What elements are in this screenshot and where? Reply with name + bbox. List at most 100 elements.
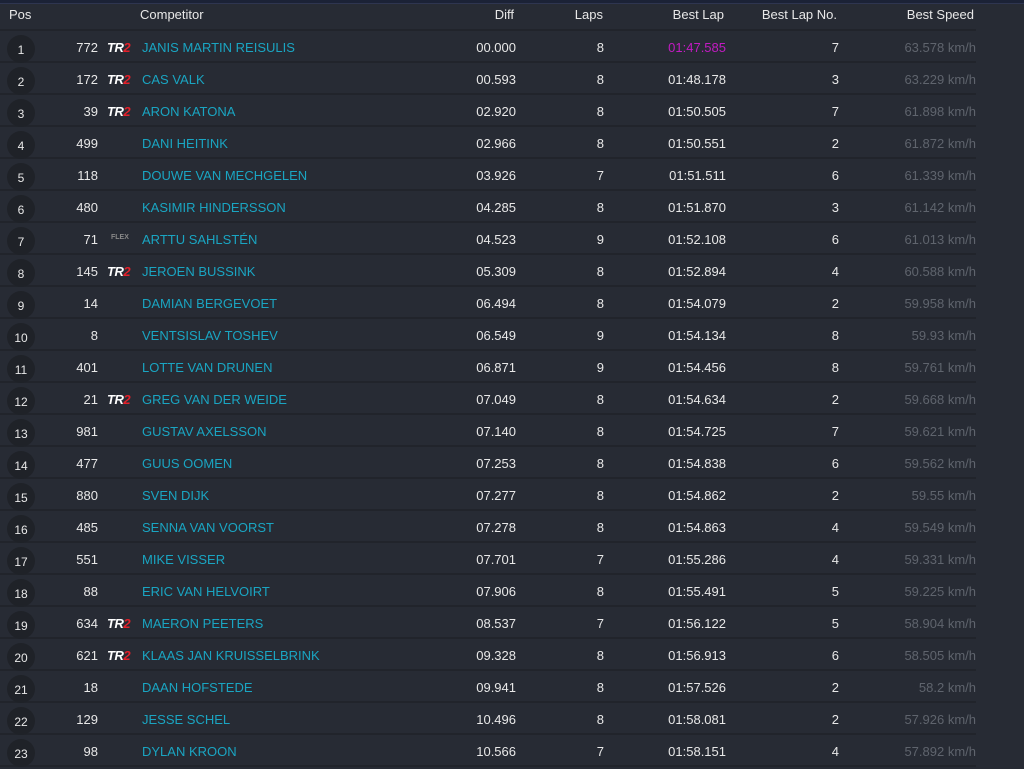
tr2-logo-icon: TR2 <box>107 264 131 279</box>
competitor-name[interactable]: SENNA VAN VOORST <box>142 520 274 535</box>
best-speed-value: 61.142 km/h <box>904 200 976 215</box>
competitor-name[interactable]: KLAAS JAN KRUISSELBRINK <box>142 648 320 663</box>
header-pos[interactable]: Pos <box>9 7 32 22</box>
position-badge: 22 <box>7 707 35 735</box>
competitor-name[interactable]: DANI HEITINK <box>142 136 228 151</box>
table-row[interactable]: 11 401 LOTTE VAN DRUNEN 06.871 9 01:54.456 8 59… <box>0 351 976 383</box>
table-row[interactable]: 18 88 ERIC VAN HELVOIRT 07.906 8 01:55.491 5 59… <box>0 575 976 607</box>
table-row[interactable]: 22 129 JESSE SCHEL 10.496 8 01:58.081 2 57.926 … <box>0 703 976 735</box>
table-row[interactable]: 2 172 TR2 CAS VALK 00.593 8 01:48.178 3 63.229 k… <box>0 63 976 95</box>
competitor-name[interactable]: ERIC VAN HELVOIRT <box>142 584 270 599</box>
table-row[interactable]: 16 485 SENNA VAN VOORST 07.278 8 01:54.863 4 59… <box>0 511 976 543</box>
top-bar <box>0 0 1024 4</box>
best-lap-no-value: 3 <box>831 72 839 87</box>
car-number: 88 <box>83 584 98 599</box>
best-lap-no-value: 6 <box>831 456 839 471</box>
best-lap-no-value: 4 <box>831 552 839 567</box>
table-row[interactable]: 17 551 MIKE VISSER 07.701 7 01:55.286 4 59.331 … <box>0 543 976 575</box>
competitor-name[interactable]: DOUWE VAN MECHGELEN <box>142 168 308 183</box>
diff-value: 00.593 <box>476 72 516 87</box>
table-row[interactable]: 21 18 DAAN HOFSTEDE 09.941 8 01:57.526 2 58.2 k… <box>0 671 976 703</box>
table-row[interactable]: 20 621 TR2 KLAAS JAN KRUISSELBRINK 09.328 8 01… <box>0 639 976 671</box>
car-number: 477 <box>76 456 98 471</box>
table-row[interactable]: 6 480 KASIMIR HINDERSSON 04.285 8 01:51.870 3 6… <box>0 191 976 223</box>
position-badge: 18 <box>7 579 35 607</box>
table-row[interactable]: 19 634 TR2 MAERON PEETERS 08.537 7 01:56.122 5 5… <box>0 607 976 639</box>
competitor-name[interactable]: ARTTU SAHLSTÉN <box>142 232 258 247</box>
competitor-name[interactable]: GUUS OOMEN <box>142 456 233 471</box>
header-best-lap[interactable]: Best Lap <box>672 7 724 22</box>
car-number: 14 <box>83 296 98 311</box>
best-lap-value: 01:57.526 <box>668 680 726 695</box>
table-row[interactable]: 5 118 DOUWE VAN MECHGELEN 03.926 7 01:51.511 6… <box>0 159 976 191</box>
competitor-name[interactable]: LOTTE VAN DRUNEN <box>142 360 273 375</box>
car-number: 118 <box>77 168 98 183</box>
best-lap-no-value: 4 <box>831 744 839 759</box>
flex-logo-icon: FLEX <box>111 234 129 241</box>
header-best-lap-no[interactable]: Best Lap No. <box>761 7 837 22</box>
table-row[interactable]: 14 477 GUUS OOMEN 07.253 8 01:54.838 6 59.562 k… <box>0 447 976 479</box>
diff-value: 02.920 <box>476 104 516 119</box>
table-row[interactable]: 13 981 GUSTAV AXELSSON 07.140 8 01:54.725 7 59.… <box>0 415 976 447</box>
competitor-name[interactable]: JESSE SCHEL <box>142 712 231 727</box>
best-speed-value: 57.926 km/h <box>904 712 976 727</box>
table-row[interactable]: 8 145 TR2 JEROEN BUSSINK 05.309 8 01:52.894 4 60… <box>0 255 976 287</box>
best-lap-value: 01:56.122 <box>668 616 726 631</box>
position-badge: 4 <box>7 131 35 159</box>
competitor-name[interactable]: DYLAN KROON <box>142 744 237 759</box>
competitor-name[interactable]: JEROEN BUSSINK <box>142 264 256 279</box>
laps-value: 8 <box>596 520 604 535</box>
position-badge: 19 <box>7 611 35 639</box>
table-row[interactable]: 4 499 DANI HEITINK 02.966 8 01:50.551 2 61.872 … <box>0 127 976 159</box>
best-speed-value: 61.898 km/h <box>904 104 976 119</box>
car-number: 772 <box>76 40 98 55</box>
position-badge: 15 <box>7 483 35 511</box>
competitor-name[interactable]: MAERON PEETERS <box>142 616 264 631</box>
competitor-name[interactable]: DAAN HOFSTEDE <box>142 680 253 695</box>
laps-value: 8 <box>596 712 604 727</box>
competitor-name[interactable]: MIKE VISSER <box>142 552 226 567</box>
table-row[interactable]: 23 98 DYLAN KROON 10.566 7 01:58.151 4 57.892 k… <box>0 735 976 767</box>
best-speed-value: 58.505 km/h <box>904 648 976 663</box>
diff-value: 10.566 <box>476 744 516 759</box>
diff-value: 06.549 <box>476 328 516 343</box>
competitor-name[interactable]: CAS VALK <box>142 72 205 87</box>
car-number: 8 <box>90 328 98 343</box>
table-row[interactable]: 10 8 VENTSISLAV TOSHEV 06.549 9 01:54.134 8 59.… <box>0 319 976 351</box>
table-row[interactable]: 1 772 TR2 JANIS MARTIN REISULIS 00.000 8 01:47… <box>0 31 976 63</box>
best-lap-no-value: 6 <box>831 648 839 663</box>
position-badge: 10 <box>7 323 35 351</box>
best-lap-no-value: 8 <box>831 328 839 343</box>
competitor-name[interactable]: VENTSISLAV TOSHEV <box>142 328 278 343</box>
competitor-name[interactable]: DAMIAN BERGEVOET <box>142 296 278 311</box>
laps-value: 8 <box>596 296 604 311</box>
competitor-name[interactable]: SVEN DIJK <box>142 488 210 503</box>
laps-value: 8 <box>596 200 604 215</box>
table-row[interactable]: 15 880 SVEN DIJK 07.277 8 01:54.862 2 59.55 km/… <box>0 479 976 511</box>
best-speed-value: 59.562 km/h <box>904 456 976 471</box>
car-number: 981 <box>76 424 98 439</box>
header-best-speed[interactable]: Best Speed <box>906 7 974 22</box>
competitor-name[interactable]: KASIMIR HINDERSSON <box>142 200 286 215</box>
header-competitor[interactable]: Competitor <box>140 7 204 22</box>
laps-value: 8 <box>596 136 604 151</box>
table-row[interactable]: 7 71 FLEX ARTTU SAHLSTÉN 04.523 9 01:52.108 6 61… <box>0 223 976 255</box>
competitor-name[interactable]: JANIS MARTIN REISULIS <box>142 40 295 55</box>
position-badge: 21 <box>7 675 35 703</box>
best-lap-no-value: 3 <box>831 200 839 215</box>
competitor-name[interactable]: GREG VAN DER WEIDE <box>142 392 287 407</box>
table-row[interactable]: 3 39 TR2 ARON KATONA 02.920 8 01:50.505 7 61.898… <box>0 95 976 127</box>
diff-value: 08.537 <box>476 616 516 631</box>
header-laps[interactable]: Laps <box>574 7 603 22</box>
diff-value: 04.285 <box>476 200 516 215</box>
table-row[interactable]: 12 21 TR2 GREG VAN DER WEIDE 07.049 8 01:54.63… <box>0 383 976 415</box>
header-diff[interactable]: Diff <box>494 7 514 22</box>
table-row[interactable]: 9 14 DAMIAN BERGEVOET 06.494 8 01:54.079 2 59.9… <box>0 287 976 319</box>
competitor-name[interactable]: ARON KATONA <box>142 104 236 119</box>
diff-value: 07.277 <box>476 488 516 503</box>
best-lap-value: 01:54.634 <box>668 392 726 407</box>
best-lap-value: 01:50.505 <box>668 104 726 119</box>
competitor-name[interactable]: GUSTAV AXELSSON <box>142 424 267 439</box>
best-speed-value: 61.013 km/h <box>904 232 976 247</box>
position-badge: 6 <box>7 195 35 223</box>
